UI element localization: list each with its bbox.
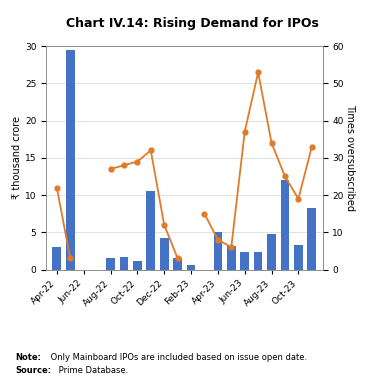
Bar: [133, 261, 142, 270]
Y-axis label: ₹ thousand crore: ₹ thousand crore: [12, 116, 22, 199]
Y-axis label: Times oversubscribed: Times oversubscribed: [345, 104, 355, 211]
Bar: [160, 238, 169, 270]
Text: Chart IV.14: Rising Demand for IPOs: Chart IV.14: Rising Demand for IPOs: [66, 17, 318, 30]
Bar: [254, 253, 263, 270]
Text: Prime Database.: Prime Database.: [56, 367, 128, 375]
Bar: [240, 253, 249, 270]
Bar: [214, 231, 222, 270]
Bar: [187, 265, 195, 270]
Bar: [267, 234, 276, 270]
Bar: [66, 50, 74, 270]
Bar: [119, 257, 128, 270]
Bar: [227, 246, 236, 270]
Bar: [146, 191, 155, 270]
Bar: [53, 247, 61, 270]
Bar: [173, 258, 182, 270]
Bar: [281, 180, 289, 270]
Text: Note:: Note:: [15, 353, 41, 362]
Bar: [106, 258, 115, 270]
Bar: [308, 208, 316, 270]
Bar: [294, 245, 303, 270]
Text: Source:: Source:: [15, 367, 51, 375]
Text: Only Mainboard IPOs are included based on issue open date.: Only Mainboard IPOs are included based o…: [48, 353, 307, 362]
